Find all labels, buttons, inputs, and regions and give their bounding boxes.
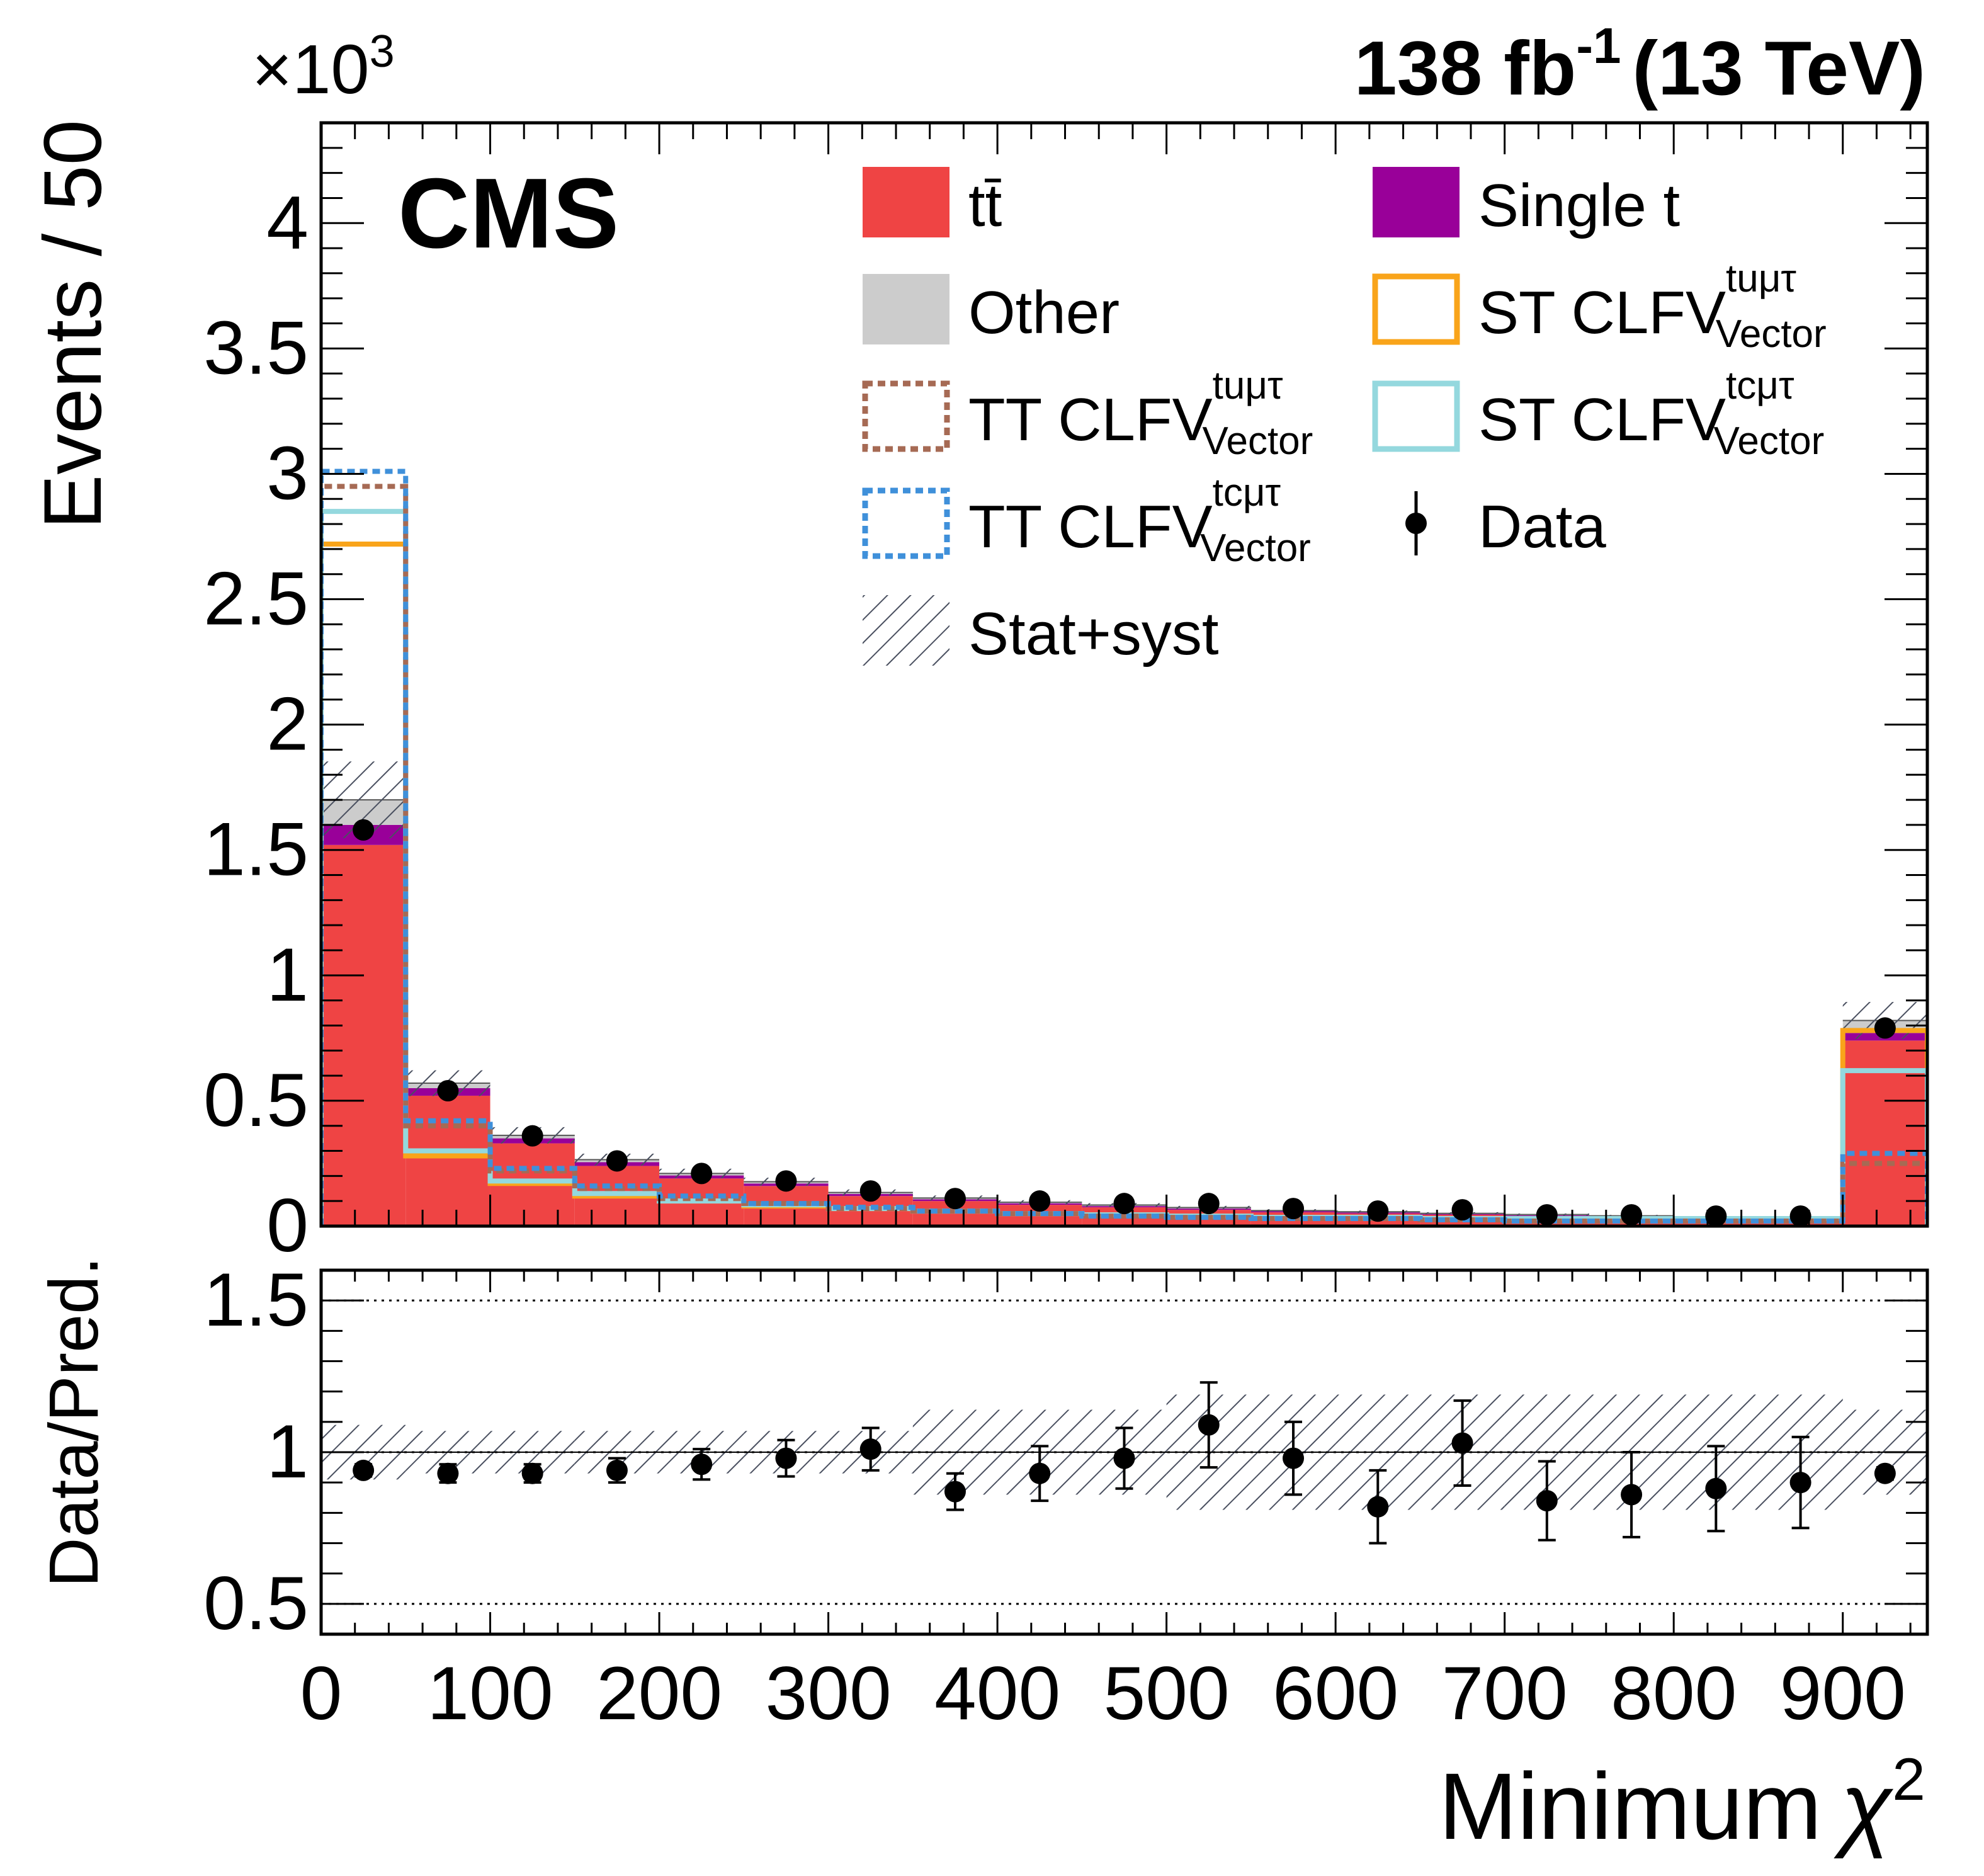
y-axis-title-ratio: Data/Pred. (35, 1256, 113, 1588)
data-point (1874, 1017, 1896, 1039)
y-tick-label: 2 (266, 682, 309, 766)
legend: tt̄ Single t Other ST CLFVtuμτ Vector TT CLFV… (862, 167, 1827, 668)
ratio-y-tick-label: 1 (266, 1409, 309, 1494)
data-point (859, 1180, 881, 1202)
legend-swatch-single-t (1373, 167, 1460, 237)
x-tick-label: 700 (1442, 1651, 1568, 1736)
legend-swatch-st-tcmt (1372, 380, 1460, 452)
y-tick-label: 3.5 (203, 305, 309, 390)
ratio-data-point (1283, 1447, 1305, 1469)
legend-label-tt-tcmt: TT CLFVtcμτ Vector (968, 471, 1311, 570)
ratio-data-point (1536, 1490, 1558, 1512)
data-point (1367, 1200, 1389, 1222)
y-tick-label: 1 (266, 933, 309, 1017)
data-point (1705, 1205, 1727, 1227)
data-point (437, 1079, 459, 1101)
ttbar-bar (405, 1095, 490, 1226)
data-point (1113, 1193, 1135, 1215)
data-point (1198, 1193, 1220, 1215)
ratio-data-point (1789, 1472, 1811, 1494)
ratio-data-point (1451, 1432, 1473, 1454)
y-multiplier: ×103 (252, 26, 395, 108)
data-point (691, 1163, 713, 1185)
legend-label-single-t: Single t (1478, 172, 1680, 239)
data-point (775, 1170, 797, 1192)
ratio-data-point (353, 1459, 375, 1481)
legend-swatch-st-tumt (1372, 273, 1460, 345)
x-tick-label: 500 (1104, 1651, 1230, 1736)
legend-swatch-data (1405, 513, 1427, 534)
x-tick-label: 800 (1611, 1651, 1737, 1736)
y-tick-label: 2.5 (203, 557, 309, 641)
luminosity-label: 138 fb-1 (13 TeV) (1354, 18, 1925, 111)
x-tick-label: 100 (427, 1651, 553, 1736)
y-axis-title-upper: Events / 50 (26, 120, 118, 529)
data-point (1283, 1198, 1305, 1220)
ratio-data-points (353, 1381, 1896, 1545)
y-tick-label: 0.5 (203, 1058, 309, 1142)
x-tick-label: 900 (1780, 1651, 1906, 1736)
ratio-data-point (437, 1462, 459, 1484)
x-tick-label: 600 (1273, 1651, 1398, 1736)
ratio-data-point (1874, 1462, 1896, 1484)
ratio-data-point (1198, 1414, 1220, 1436)
x-tick-label: 200 (596, 1651, 722, 1736)
y-tick-label: 1.5 (203, 807, 309, 892)
data-point (1029, 1190, 1051, 1212)
data-point (1789, 1205, 1811, 1227)
data-point (606, 1150, 628, 1172)
y-tick-label: 0 (266, 1183, 309, 1268)
x-axis-title: Minimum χ2 (1439, 1746, 1925, 1859)
ratio-data-point (691, 1453, 713, 1475)
data-point (944, 1188, 966, 1210)
x-tick-label: 300 (765, 1651, 891, 1736)
data-point (353, 819, 375, 841)
legend-swatch-tt-tcmt (862, 487, 950, 559)
ratio-data-point (1621, 1484, 1643, 1506)
axis-ticks (320, 122, 1927, 1635)
ratio-data-point (944, 1481, 966, 1503)
data-points (353, 819, 1896, 1227)
tt-tumt-curve (321, 484, 1927, 1226)
data-point (1536, 1204, 1558, 1226)
legend-label-st-tumt: ST CLFVtuμτ Vector (1478, 257, 1827, 356)
axis-tick-labels: 00.511.522.533.540.511.50 100 200 300 400 500… (203, 180, 1906, 1736)
legend-swatch-hatch (863, 595, 949, 666)
signal-curves (321, 469, 1927, 1226)
legend-swatch-tt-tumt (862, 380, 950, 452)
stacked-histogram (321, 761, 1927, 1226)
ratio-data-point (1113, 1447, 1135, 1469)
y-tick-label: 3 (266, 431, 309, 515)
ratio-data-point (859, 1438, 881, 1460)
ratio-data-point (521, 1462, 543, 1484)
x-tick-label: 400 (934, 1651, 1060, 1736)
ratio-data-point (606, 1459, 628, 1481)
data-point (521, 1125, 543, 1147)
ttbar-bar (321, 844, 406, 1226)
legend-label-ttbar: tt̄ (968, 172, 1002, 239)
legend-label-data: Data (1478, 493, 1606, 560)
legend-label-other: Other (968, 279, 1120, 346)
ratio-data-point (1367, 1496, 1389, 1518)
experiment-label: CMS (398, 158, 619, 269)
ratio-data-point (1705, 1477, 1727, 1499)
ratio-y-tick-label: 1.5 (203, 1258, 309, 1342)
data-point (1451, 1199, 1473, 1221)
legend-label-hatch: Stat+syst (968, 600, 1219, 668)
legend-label-tt-tumt: TT CLFVtuμτ Vector (968, 364, 1313, 463)
data-point (1621, 1204, 1643, 1226)
y-tick-label: 4 (266, 180, 309, 264)
x-tick-label: 0 (300, 1651, 343, 1736)
legend-label-st-tcmt: ST CLFVtcμτ Vector (1478, 364, 1824, 463)
legend-swatch-ttbar (863, 167, 949, 237)
ratio-data-point (1029, 1462, 1051, 1484)
tt-tcmt-curve (321, 469, 1927, 1226)
legend-swatch-other (863, 274, 949, 344)
ratio-y-tick-label: 0.5 (203, 1561, 309, 1646)
ratio-data-point (775, 1447, 797, 1469)
